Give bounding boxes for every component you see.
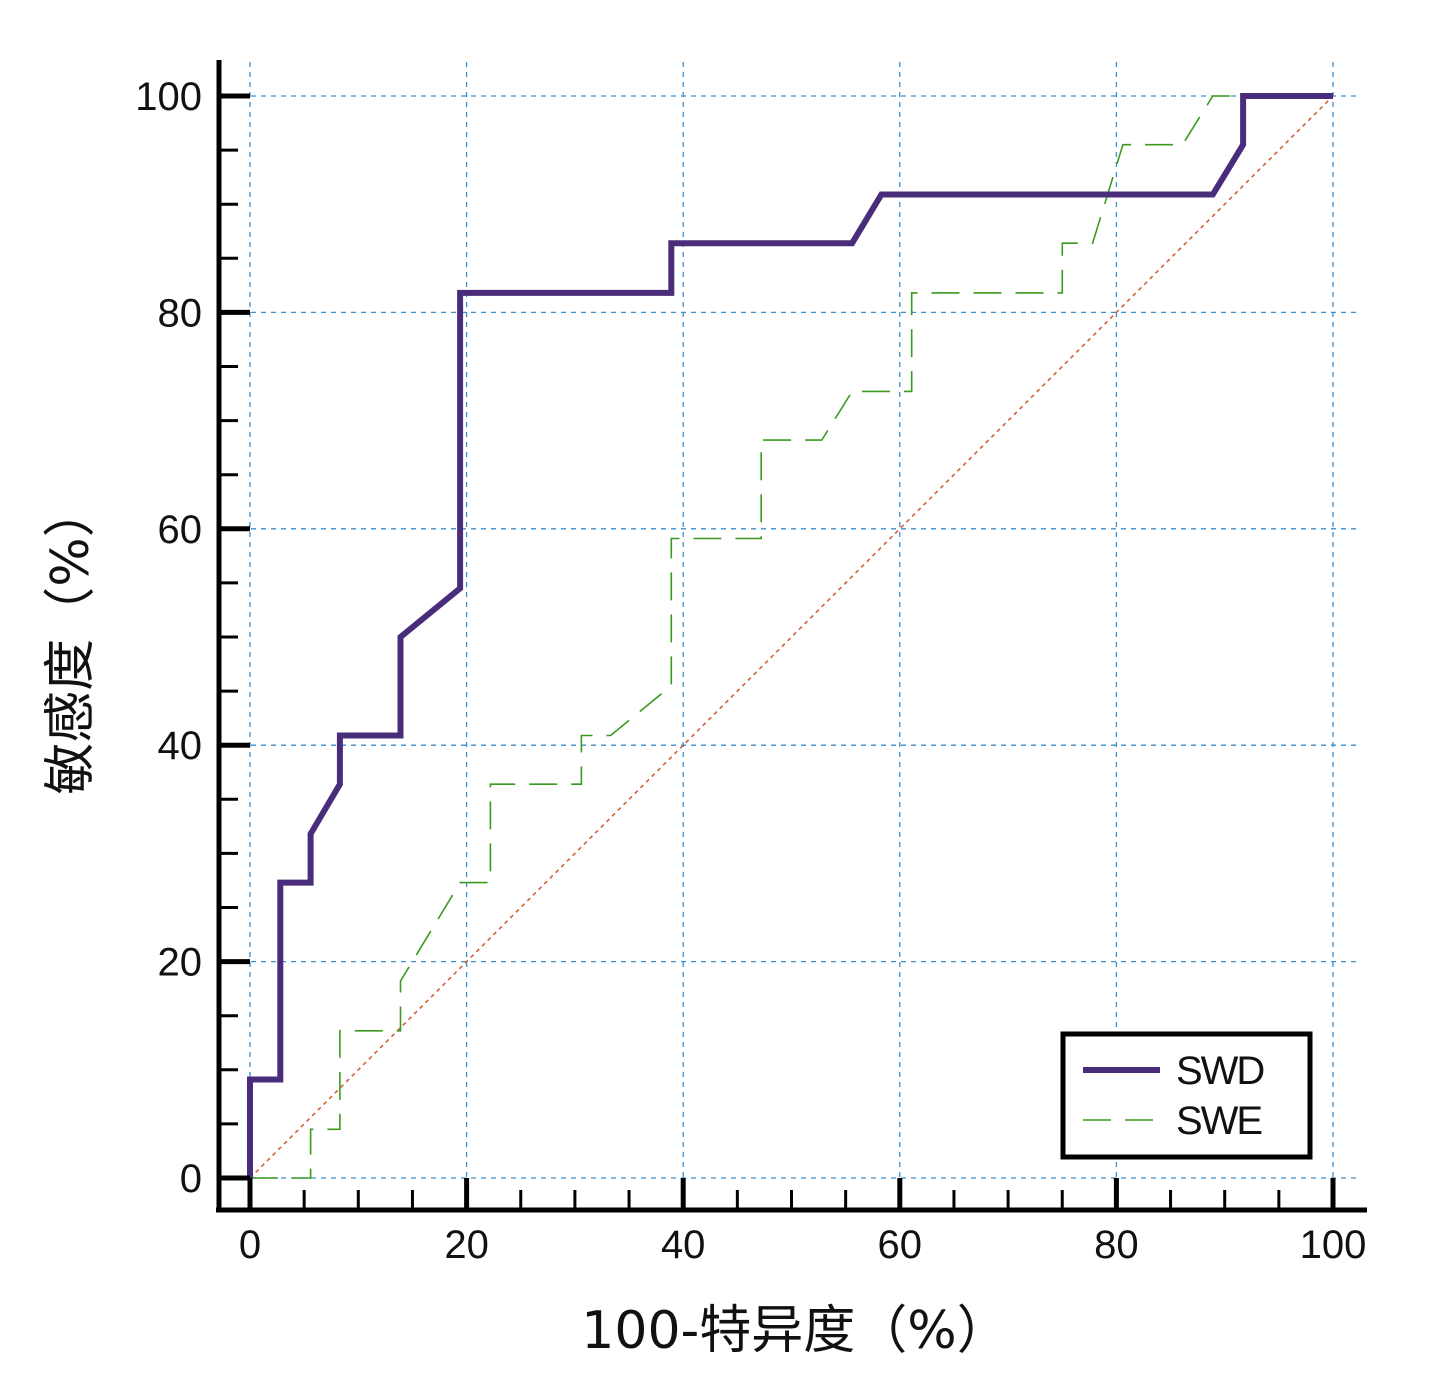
y-axis-title: 敏感度（%） <box>41 485 101 794</box>
y-tick-label: 80 <box>158 291 203 335</box>
legend-box <box>1060 1031 1313 1160</box>
legend-label-swe: SWE <box>1176 1099 1261 1143</box>
series-line-swe <box>250 95 1333 1179</box>
x-tick-label: 80 <box>1094 1223 1139 1267</box>
axes <box>216 60 1367 1213</box>
series-line-swd <box>247 93 1333 1178</box>
minor-ticks <box>221 148 1281 1208</box>
x-axis-title: 100-特异度（%） <box>581 1301 1008 1361</box>
tick-labels: 0 20 40 60 80 100 0 20 40 60 80 100 <box>135 75 1366 1267</box>
x-tick-label: 20 <box>444 1223 489 1267</box>
x-tick-label: 40 <box>661 1223 706 1267</box>
x-tick-label: 0 <box>239 1223 261 1267</box>
y-tick-label: 60 <box>158 508 203 552</box>
y-tick-label: 20 <box>158 941 203 985</box>
grid <box>221 62 1360 1208</box>
x-tick-label: 100 <box>1300 1223 1367 1267</box>
y-tick-label: 0 <box>180 1157 202 1201</box>
x-tick-label: 60 <box>878 1223 923 1267</box>
legend-label-swd: SWD <box>1176 1049 1263 1093</box>
legend: SWD SWE <box>1060 1031 1313 1160</box>
y-tick-label: 100 <box>135 75 202 119</box>
series-layer <box>247 93 1334 1179</box>
series-line-reference <box>249 95 1334 1179</box>
y-tick-label: 40 <box>158 724 203 768</box>
